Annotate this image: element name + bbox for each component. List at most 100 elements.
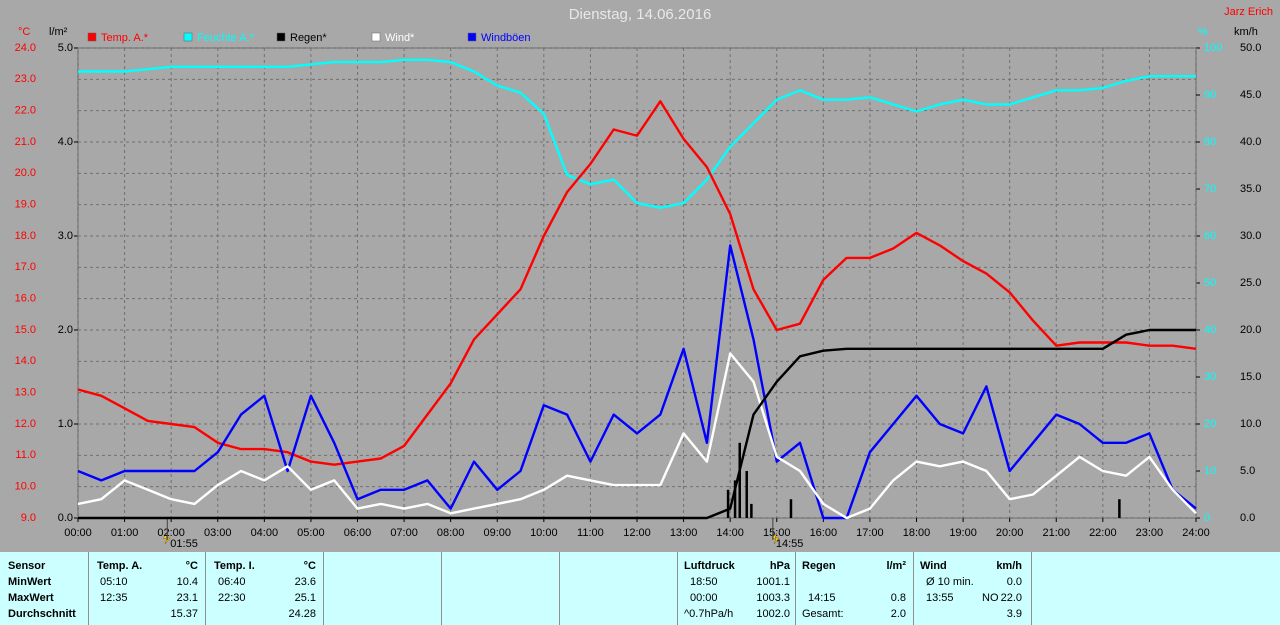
time: 13:55	[926, 592, 954, 604]
chart-title: Dienstag, 14.06.2016	[569, 6, 712, 23]
x-tick-label: 23:00	[1136, 527, 1164, 539]
unit: km/h	[996, 560, 1022, 572]
x-tick-label: 01:00	[111, 527, 139, 539]
value: 23.6	[294, 576, 316, 588]
x-tick-label: 07:00	[390, 527, 418, 539]
legend-swatch	[276, 32, 286, 42]
y2-tick-label: 0.0	[58, 512, 73, 524]
x-tick-label: 09:00	[483, 527, 511, 539]
time: 18:50	[690, 576, 718, 588]
x-tick-label: 18:00	[903, 527, 931, 539]
separator	[441, 552, 442, 625]
y4-tick-label: 0.0	[1240, 512, 1255, 524]
y3-tick-label: 70	[1204, 183, 1216, 195]
y2-tick-label: 2.0	[58, 324, 73, 336]
annotation-label: 14:55	[776, 538, 804, 550]
y-tick-label: 11.0	[15, 449, 36, 461]
value: 24.28	[288, 608, 316, 620]
y4-tick-label: 5.0	[1240, 465, 1255, 477]
x-tick-label: 04:00	[251, 527, 279, 539]
y3-tick-label: 20	[1204, 418, 1216, 430]
x-tick-label: 20:00	[996, 527, 1024, 539]
unit-label: l/m²	[49, 26, 68, 38]
y4-tick-label: 40.0	[1240, 136, 1261, 148]
annotation-label: 01:55	[170, 538, 198, 550]
y-tick-label: 12.0	[15, 418, 36, 430]
y3-tick-label: 50	[1204, 277, 1216, 289]
y2-tick-label: 4.0	[58, 136, 73, 148]
row-label: MaxWert	[8, 592, 54, 604]
value: 0.8	[890, 592, 906, 604]
time: 06:40	[218, 576, 246, 588]
time: 22:30	[218, 592, 246, 604]
y3-tick-label: 30	[1204, 371, 1216, 383]
separator	[1031, 552, 1032, 625]
y-tick-label: 16.0	[15, 293, 36, 305]
unit: l/m²	[886, 560, 906, 572]
y-tick-label: 10.0	[15, 481, 36, 493]
series-line	[78, 328, 1196, 520]
value: 1001.1	[756, 576, 790, 588]
x-tick-label: 22:00	[1089, 527, 1117, 539]
y-tick-label: 20.0	[15, 167, 36, 179]
y-tick-label: 23.0	[15, 73, 36, 85]
separator	[913, 552, 914, 625]
rain-bar	[1118, 499, 1121, 518]
y3-tick-label: 0	[1204, 512, 1210, 524]
legend-label: Temp. A.*	[101, 32, 149, 44]
x-tick-label: 16:00	[810, 527, 838, 539]
y4-tick-label: 35.0	[1240, 183, 1261, 195]
legend-label: Windböen	[481, 32, 531, 44]
y4-tick-label: 10.0	[1240, 418, 1261, 430]
y-tick-label: 14.0	[15, 355, 36, 367]
value: 0.0	[1006, 576, 1022, 588]
separator	[795, 552, 796, 625]
legend-label: Wind*	[385, 32, 415, 44]
header: Regen	[802, 560, 836, 572]
y-tick-label: 9.0	[21, 512, 36, 524]
x-tick-label: 13:00	[670, 527, 698, 539]
y3-tick-label: 60	[1204, 230, 1216, 242]
stats-table: Sensor MinWert MaxWert Durchschnitt Temp…	[0, 552, 1280, 625]
x-tick-label: 24:00	[1182, 527, 1210, 539]
y4-tick-label: 45.0	[1240, 89, 1261, 101]
header: Wind	[920, 560, 947, 572]
y-tick-label: 13.0	[15, 387, 36, 399]
y2-tick-label: 1.0	[58, 418, 73, 430]
rain-bar	[750, 503, 753, 518]
value: 23.1	[176, 592, 198, 604]
x-tick-label: 02:00	[157, 527, 185, 539]
time: 12:35	[100, 592, 128, 604]
value: 3.9	[1006, 608, 1022, 620]
value: 2.0	[890, 608, 906, 620]
rain-bar	[738, 442, 741, 518]
legend-swatch	[183, 32, 193, 42]
time: ^0.7hPa/h	[684, 608, 734, 620]
y-tick-label: 15.0	[15, 324, 36, 336]
time: Ø 10 min.	[926, 576, 974, 588]
x-tick-label: 00:00	[64, 527, 92, 539]
legend-label: Feuchte A.*	[197, 32, 255, 44]
rain-bar	[726, 489, 730, 518]
unit-label: °C	[18, 26, 30, 38]
time: 05:10	[100, 576, 128, 588]
y-tick-label: 21.0	[15, 136, 36, 148]
y3-tick-label: 100	[1204, 42, 1222, 54]
x-tick-label: 08:00	[437, 527, 465, 539]
chart: Dienstag, 14.06.2016 Jarz Erich °C l/m² …	[15, 6, 1273, 550]
direction: NO	[982, 592, 999, 604]
value: 1002.0	[756, 608, 790, 620]
rain-bar	[789, 499, 793, 518]
y3-tick-label: 40	[1204, 324, 1216, 336]
y4-tick-label: 50.0	[1240, 42, 1261, 54]
row-label: MinWert	[8, 576, 52, 588]
unit-label: %	[1198, 26, 1208, 38]
x-tick-label: 06:00	[344, 527, 372, 539]
x-tick-label: 21:00	[1042, 527, 1070, 539]
legend-swatch	[87, 32, 97, 42]
value: 10.4	[176, 576, 198, 588]
rain-bar	[733, 480, 737, 518]
y2-tick-label: 5.0	[58, 42, 73, 54]
y4-tick-label: 15.0	[1240, 371, 1261, 383]
